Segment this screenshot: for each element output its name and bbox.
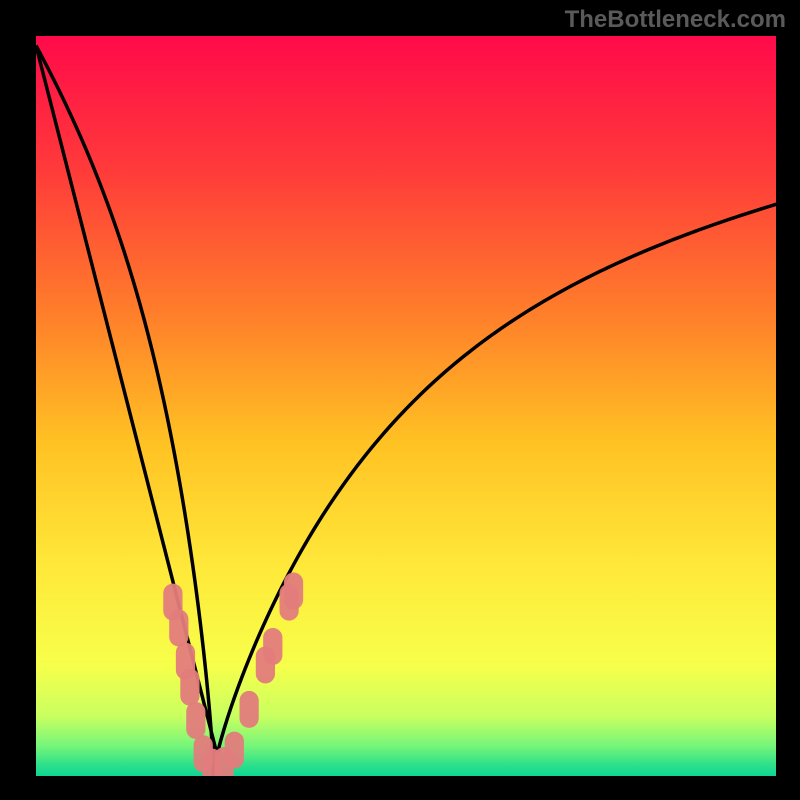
curve-marker — [180, 669, 199, 706]
curve-marker — [263, 628, 282, 665]
curve-marker — [169, 610, 188, 647]
curve-marker — [225, 732, 244, 769]
curve-marker — [284, 573, 303, 610]
gradient-background — [36, 36, 776, 776]
curve-marker — [240, 691, 259, 728]
watermark-text: TheBottleneck.com — [565, 6, 786, 34]
plot-svg — [36, 36, 776, 776]
curve-marker — [186, 702, 205, 739]
plot-area — [36, 36, 776, 776]
chart-root: TheBottleneck.com — [0, 0, 800, 800]
